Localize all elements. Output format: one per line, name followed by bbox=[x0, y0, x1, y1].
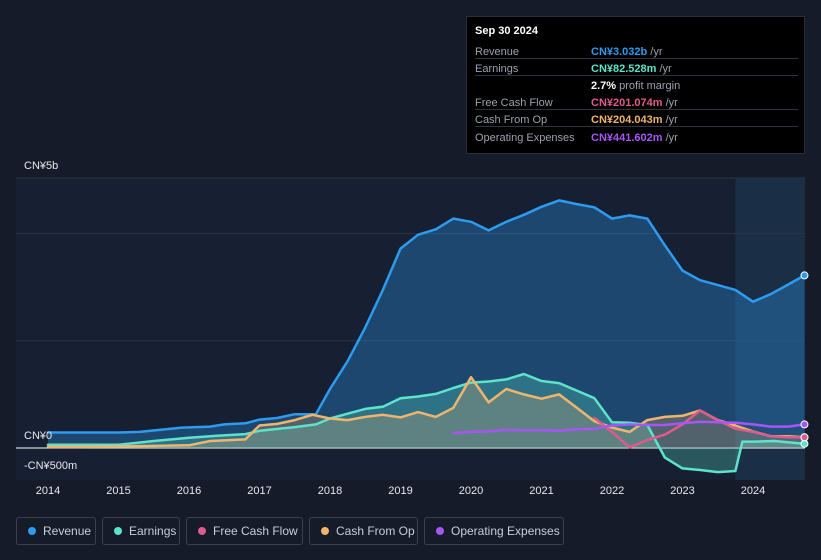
tooltip-value-unit: profit margin bbox=[619, 80, 681, 92]
revenue-end-point bbox=[800, 271, 809, 280]
cash-from-op-line bbox=[46, 375, 806, 449]
tooltip-value-text: CN¥441.602m bbox=[591, 132, 663, 144]
earnings-line bbox=[46, 372, 806, 474]
x-tick-label: 2023 bbox=[670, 485, 695, 497]
tooltip-row-label: Revenue bbox=[475, 46, 520, 58]
tooltip-value-text: 2.7% bbox=[591, 80, 617, 92]
tooltip-row: 2.7% profit margin bbox=[467, 77, 804, 94]
tooltip-separator bbox=[475, 75, 798, 76]
x-tick-label: 2024 bbox=[740, 485, 766, 497]
tooltip-row-value: CN¥82.528m/yr bbox=[591, 63, 672, 75]
tooltip-row-value: 2.7% profit margin bbox=[591, 80, 680, 92]
legend-dot-icon bbox=[28, 527, 36, 535]
tooltip-date: Sep 30 2024 bbox=[475, 25, 538, 37]
operating-expenses-end-point bbox=[800, 420, 809, 429]
tooltip-value-text: CN¥204.043m bbox=[591, 114, 663, 126]
legend-label: Free Cash Flow bbox=[213, 524, 298, 538]
legend-item-free-cash-flow[interactable]: Free Cash Flow bbox=[186, 517, 303, 545]
tooltip-row: Free Cash Flow CN¥201.074m/yr bbox=[467, 94, 804, 111]
x-tick-label: 2016 bbox=[176, 485, 202, 497]
legend-dot-icon bbox=[321, 527, 329, 535]
tooltip-separator bbox=[475, 58, 798, 59]
tooltip-row-value: CN¥204.043m/yr bbox=[591, 114, 678, 126]
tooltip-row: Revenue CN¥3.032b/yr bbox=[467, 43, 804, 60]
legend-item-revenue[interactable]: Revenue bbox=[16, 517, 96, 545]
tooltip-row-label: Free Cash Flow bbox=[475, 97, 553, 109]
tooltip-row: Cash From Op CN¥204.043m/yr bbox=[467, 111, 804, 128]
cash-from-op-area bbox=[48, 377, 805, 448]
legend-label: Revenue bbox=[43, 524, 92, 538]
x-tick-label: 2020 bbox=[458, 485, 484, 497]
legend-label: Operating Expenses bbox=[451, 524, 560, 538]
tooltip-row: Operating Expenses CN¥441.602m/yr bbox=[467, 129, 804, 146]
legend-dot-icon bbox=[198, 527, 206, 535]
free-cash-flow-end-point bbox=[800, 433, 809, 442]
operating-expenses-line bbox=[452, 420, 806, 435]
tooltip-separator bbox=[475, 126, 798, 127]
tooltip-row-label: Operating Expenses bbox=[475, 132, 575, 144]
x-tick-label: 2018 bbox=[317, 485, 343, 497]
tooltip-row-value: CN¥201.074m/yr bbox=[591, 97, 678, 109]
tooltip-row-label: Earnings bbox=[475, 63, 519, 75]
tooltip-panel: Sep 30 2024 Revenue CN¥3.032b/yr Earnings C… bbox=[466, 16, 805, 154]
legend-item-cash-from-op[interactable]: Cash From Op bbox=[309, 517, 418, 545]
y-label-bottom: -CN¥500m bbox=[24, 460, 78, 472]
tooltip-value-unit: /yr bbox=[650, 46, 663, 58]
tooltip-value-text: CN¥3.032b bbox=[591, 46, 648, 58]
tooltip-value-text: CN¥82.528m bbox=[591, 63, 657, 75]
x-tick-label: 2017 bbox=[247, 485, 272, 497]
legend-label: Cash From Op bbox=[336, 524, 415, 538]
legend-dot-icon bbox=[114, 527, 122, 535]
x-tick-label: 2014 bbox=[35, 485, 61, 497]
tooltip-row-value: CN¥441.602m/yr bbox=[591, 132, 678, 144]
y-label-top: CN¥5b bbox=[24, 160, 59, 172]
x-tick-label: 2015 bbox=[106, 485, 131, 497]
tooltip-row-label: Cash From Op bbox=[475, 114, 548, 126]
revenue-line bbox=[46, 199, 806, 434]
y-label-zero: CN¥0 bbox=[24, 430, 53, 442]
x-tick-label: 2019 bbox=[388, 485, 413, 497]
tooltip-row: Earnings CN¥82.528m/yr bbox=[467, 60, 804, 77]
tooltip-separator bbox=[475, 109, 798, 110]
tooltip-value-unit: /yr bbox=[665, 132, 678, 144]
x-tick-label: 2021 bbox=[529, 485, 554, 497]
x-tick-label: 2022 bbox=[599, 485, 625, 497]
legend-item-operating-expenses[interactable]: Operating Expenses bbox=[424, 517, 564, 545]
tooltip-row-value: CN¥3.032b/yr bbox=[591, 46, 663, 58]
legend-dot-icon bbox=[436, 527, 444, 535]
tooltip-value-unit: /yr bbox=[659, 63, 672, 75]
tooltip-value-unit: /yr bbox=[665, 97, 678, 109]
revenue-area bbox=[48, 200, 805, 448]
free-cash-flow-line bbox=[593, 409, 806, 449]
legend-item-earnings[interactable]: Earnings bbox=[102, 517, 180, 545]
legend-label: Earnings bbox=[129, 524, 177, 538]
tooltip-value-text: CN¥201.074m bbox=[591, 97, 663, 109]
tooltip-value-unit: /yr bbox=[665, 114, 678, 126]
earnings-area bbox=[48, 374, 805, 473]
